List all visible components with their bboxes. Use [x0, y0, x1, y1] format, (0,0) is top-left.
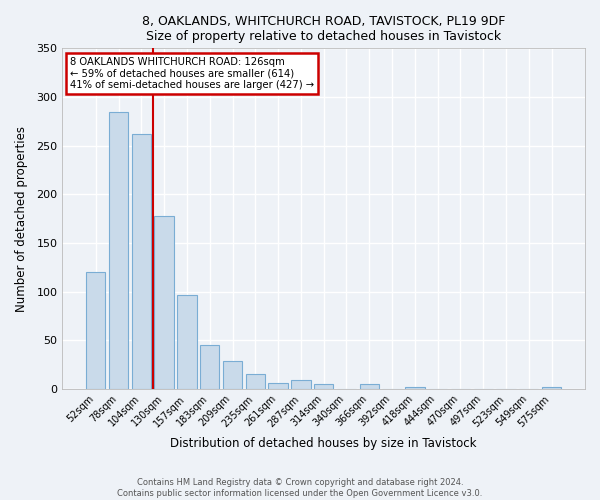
Bar	[291, 380, 311, 389]
Bar	[314, 384, 334, 389]
Bar	[542, 387, 561, 389]
Bar	[109, 112, 128, 389]
Bar	[405, 387, 425, 389]
Bar	[86, 272, 106, 389]
Text: Contains HM Land Registry data © Crown copyright and database right 2024.
Contai: Contains HM Land Registry data © Crown c…	[118, 478, 482, 498]
Bar	[131, 134, 151, 389]
Bar	[177, 296, 197, 389]
Text: 8 OAKLANDS WHITCHURCH ROAD: 126sqm
← 59% of detached houses are smaller (614)
41: 8 OAKLANDS WHITCHURCH ROAD: 126sqm ← 59%…	[70, 57, 314, 90]
Title: 8, OAKLANDS, WHITCHURCH ROAD, TAVISTOCK, PL19 9DF
Size of property relative to d: 8, OAKLANDS, WHITCHURCH ROAD, TAVISTOCK,…	[142, 15, 505, 43]
Bar	[268, 383, 288, 389]
X-axis label: Distribution of detached houses by size in Tavistock: Distribution of detached houses by size …	[170, 437, 477, 450]
Y-axis label: Number of detached properties: Number of detached properties	[15, 126, 28, 312]
Bar	[200, 345, 220, 389]
Bar	[223, 360, 242, 389]
Bar	[359, 384, 379, 389]
Bar	[245, 374, 265, 389]
Bar	[154, 216, 174, 389]
